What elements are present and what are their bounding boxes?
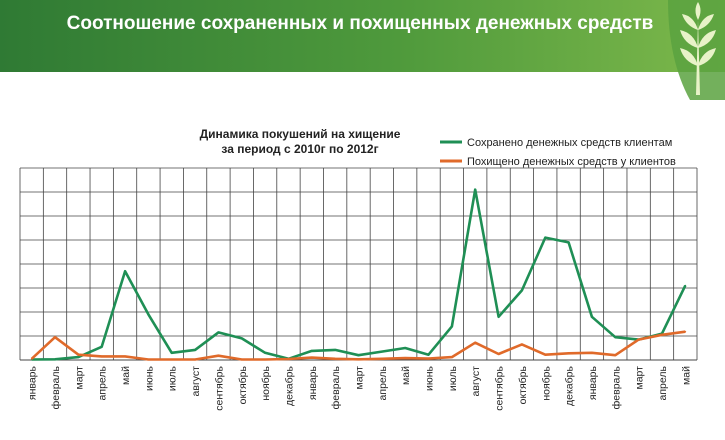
- data-point-stolen: [357, 358, 360, 361]
- data-point-saved: [334, 349, 336, 351]
- data-point-stolen: [521, 343, 523, 346]
- x-tick-label: сентябрь: [213, 365, 225, 410]
- x-tick-label: июль: [167, 365, 179, 391]
- x-tick-label: январь: [307, 365, 319, 400]
- data-point-stolen: [474, 341, 477, 344]
- data-point-saved: [567, 241, 570, 244]
- data-point-saved: [614, 336, 617, 339]
- x-tick-label: ноябрь: [540, 365, 552, 400]
- chart-title-line-1: Динамика покушений на хищение: [200, 127, 401, 141]
- data-point-saved: [357, 354, 360, 357]
- x-tick-label: март: [634, 366, 646, 390]
- chart-grid: [19, 167, 698, 361]
- legend-saved-label: Сохранено денежных средств клиентам: [467, 137, 672, 149]
- data-point-stolen: [264, 358, 266, 361]
- data-point-stolen: [147, 358, 150, 361]
- data-point-stolen: [661, 334, 663, 336]
- data-point-saved: [544, 236, 547, 239]
- data-point-stolen: [684, 330, 687, 333]
- data-point-stolen: [381, 358, 383, 360]
- data-point-saved: [264, 352, 266, 354]
- x-tick-label: март: [73, 366, 85, 390]
- data-point-stolen: [544, 353, 547, 356]
- x-tick-label: август: [190, 366, 202, 397]
- x-tick-label: май: [400, 366, 412, 385]
- x-tick-label: февраль: [330, 365, 342, 409]
- data-point-saved: [194, 349, 196, 351]
- data-point-saved: [591, 316, 593, 318]
- data-point-stolen: [311, 356, 313, 359]
- data-point-saved: [497, 316, 500, 318]
- data-point-saved: [474, 188, 477, 191]
- data-point-stolen: [614, 354, 617, 357]
- data-point-saved: [521, 289, 523, 292]
- data-point-stolen: [217, 354, 220, 357]
- x-tick-label: июль: [447, 365, 459, 391]
- x-tick-label: август: [470, 366, 482, 397]
- data-point-saved: [100, 346, 103, 348]
- x-tick-label: май: [680, 366, 692, 385]
- x-axis-ticks: январь февраль март апрель май июнь июль август…: [27, 365, 693, 410]
- data-point-stolen: [497, 353, 500, 355]
- data-point-stolen: [451, 356, 453, 358]
- data-point-saved: [427, 353, 430, 356]
- x-tick-label: январь: [27, 365, 39, 400]
- x-tick-label: сентябрь: [494, 365, 506, 410]
- x-tick-label: февраль: [50, 365, 62, 409]
- x-tick-label: октябрь: [517, 365, 529, 404]
- data-point-saved: [240, 337, 243, 340]
- series-line-saved: [31, 188, 687, 361]
- chart-series: [30, 188, 687, 361]
- x-tick-label: февраль: [610, 365, 622, 409]
- data-point-stolen: [427, 357, 430, 360]
- legend-stolen-label: Похищено денежных средств у клиентов: [467, 156, 676, 168]
- data-point-stolen: [240, 358, 243, 361]
- data-point-saved: [147, 313, 150, 316]
- x-tick-label: июнь: [424, 365, 436, 391]
- x-tick-label: май: [120, 366, 132, 385]
- data-point-saved: [451, 325, 453, 328]
- x-tick-label: апрель: [97, 365, 109, 400]
- x-tick-label: декабрь: [283, 365, 295, 405]
- data-point-stolen: [30, 358, 33, 360]
- x-tick-label: январь: [587, 365, 599, 400]
- data-point-stolen: [334, 358, 336, 360]
- data-point-stolen: [100, 355, 103, 358]
- data-point-saved: [381, 350, 383, 353]
- data-point-stolen: [637, 338, 640, 341]
- data-point-saved: [54, 358, 56, 361]
- data-point-stolen: [194, 358, 196, 361]
- x-tick-label: октябрь: [237, 365, 249, 404]
- chart-title-line-2: за период с 2010г по 2012г: [221, 142, 378, 156]
- x-tick-label: март: [354, 366, 366, 390]
- data-point-saved: [124, 270, 126, 273]
- data-point-stolen: [404, 357, 406, 359]
- data-point-saved: [404, 347, 406, 349]
- x-tick-label: апрель: [377, 365, 389, 400]
- wheat-logo-icon: [668, 0, 725, 100]
- x-tick-label: декабрь: [564, 365, 576, 405]
- data-point-stolen: [124, 355, 126, 358]
- data-point-stolen: [567, 352, 570, 355]
- data-point-stolen: [287, 358, 290, 360]
- data-point-saved: [684, 284, 687, 287]
- data-point-stolen: [170, 358, 173, 361]
- x-tick-label: июнь: [143, 365, 155, 391]
- data-point-stolen: [54, 336, 56, 339]
- data-point-saved: [170, 352, 173, 354]
- data-point-stolen: [591, 352, 593, 354]
- data-point-saved: [311, 350, 313, 352]
- page-title: Соотношение сохраненных и похищенных ден…: [66, 13, 654, 34]
- header-banner: Соотношение сохраненных и похищенных ден…: [0, 0, 725, 72]
- x-tick-label: апрель: [657, 365, 669, 400]
- x-tick-label: ноябрь: [260, 365, 272, 400]
- data-point-saved: [77, 356, 80, 358]
- data-point-stolen: [77, 353, 80, 356]
- data-point-saved: [217, 331, 220, 334]
